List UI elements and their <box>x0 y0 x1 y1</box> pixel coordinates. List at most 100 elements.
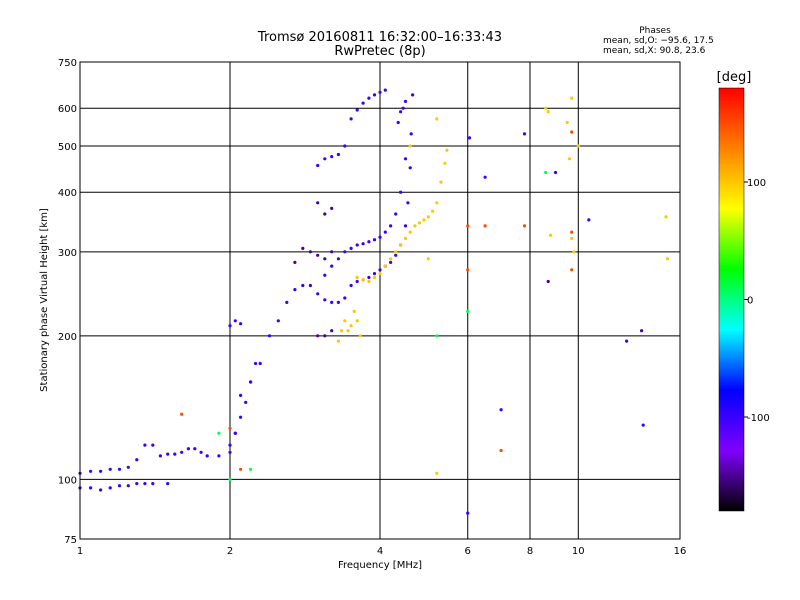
echo-point <box>233 431 237 435</box>
echo-point <box>330 264 334 268</box>
echo-point <box>166 482 170 486</box>
echo-point <box>126 465 130 469</box>
echo-point <box>435 471 439 475</box>
echo-point <box>323 157 327 161</box>
echo-point <box>166 452 170 456</box>
echo-point <box>567 157 572 161</box>
echo-point <box>199 450 203 454</box>
echo-point <box>426 215 430 219</box>
echo-point <box>408 230 412 234</box>
echo-point <box>316 334 320 338</box>
echo-point <box>249 467 253 471</box>
x-tick-label: 1 <box>77 546 83 557</box>
echo-point <box>372 272 377 276</box>
echo-point <box>378 272 382 276</box>
echo-point <box>249 380 253 384</box>
echo-point <box>401 106 405 110</box>
echo-point <box>217 431 221 435</box>
x-axis-label: Frequency [MHz] <box>338 560 422 571</box>
echo-point <box>361 101 365 105</box>
echo-point <box>408 144 412 148</box>
x-tick-label: 10 <box>572 546 585 557</box>
echo-point <box>117 484 122 488</box>
grid-lines <box>80 62 680 539</box>
y-tick-label: 400 <box>58 188 77 199</box>
echo-point <box>640 329 644 333</box>
echo-point <box>394 250 398 254</box>
echo-point <box>389 260 393 264</box>
echo-point <box>108 467 112 471</box>
colorbar-tick-label: 0 <box>747 296 753 307</box>
stats-line-x: mean, sd,X: 90.8, 23.6 <box>603 46 706 56</box>
echo-point <box>435 334 439 338</box>
echo-point <box>544 106 548 110</box>
echo-point <box>665 257 670 261</box>
echo-point <box>399 110 403 114</box>
y-tick-label: 500 <box>58 142 77 153</box>
echo-point <box>389 257 393 261</box>
echo-point <box>343 250 347 254</box>
echo-point <box>355 319 359 323</box>
echo-point <box>499 408 503 412</box>
echo-point <box>330 206 334 210</box>
echo-point <box>253 361 258 366</box>
x-tick-label: 16 <box>674 546 687 557</box>
echo-point <box>135 482 139 486</box>
echo-point <box>239 467 243 471</box>
echo-point <box>372 275 377 280</box>
echo-point <box>403 157 408 161</box>
echo-point <box>301 283 305 288</box>
echo-point <box>180 450 184 454</box>
echo-point <box>383 264 387 268</box>
echo-point <box>522 132 527 136</box>
echo-point <box>466 511 470 515</box>
echo-point <box>89 469 93 473</box>
echo-point <box>664 215 668 219</box>
echo-point <box>330 250 334 254</box>
echo-point <box>483 224 487 228</box>
echo-point <box>316 163 320 168</box>
echo-point <box>445 148 449 152</box>
echo-point <box>293 288 297 292</box>
echo-point <box>143 482 147 486</box>
echo-point <box>336 152 340 157</box>
stats-title: Phases <box>639 26 671 36</box>
echo-point <box>330 300 334 304</box>
echo-point <box>403 99 408 103</box>
echo-point <box>323 212 327 216</box>
echo-point <box>641 423 645 427</box>
echo-point <box>570 130 574 134</box>
x-tick-label: 2 <box>227 546 233 557</box>
echo-point <box>336 300 340 304</box>
echo-point <box>372 93 377 97</box>
colorbar-tick-label: 100 <box>747 178 766 189</box>
echo-point <box>186 447 190 451</box>
echo-point <box>233 319 237 323</box>
echo-point <box>228 450 232 454</box>
echo-point <box>336 257 340 261</box>
echo-point <box>336 339 340 343</box>
echo-point <box>99 488 103 492</box>
echo-point <box>576 144 580 148</box>
echo-point <box>239 393 243 397</box>
echo-point <box>466 268 470 272</box>
echo-point <box>431 209 435 213</box>
echo-point <box>323 257 327 261</box>
echo-point <box>316 201 320 205</box>
colorbar-tick-label: -100 <box>747 413 770 424</box>
chart-title: Tromsø 20160811 16:32:00–16:33:43 <box>257 30 502 45</box>
echo-point <box>378 90 382 94</box>
echo-point <box>435 117 439 121</box>
y-tick-label: 75 <box>64 535 77 546</box>
echo-point <box>343 144 347 148</box>
echo-point <box>358 334 362 338</box>
echo-point <box>399 243 403 247</box>
echo-point <box>413 224 417 228</box>
chart-subtitle: RwPretec (8p) <box>334 44 425 59</box>
y-tick-label: 750 <box>58 58 77 69</box>
x-tick-label: 4 <box>377 546 383 557</box>
echo-point <box>565 120 569 125</box>
echo-point <box>173 452 177 456</box>
echo-point <box>422 218 426 222</box>
echo-point <box>383 88 387 92</box>
